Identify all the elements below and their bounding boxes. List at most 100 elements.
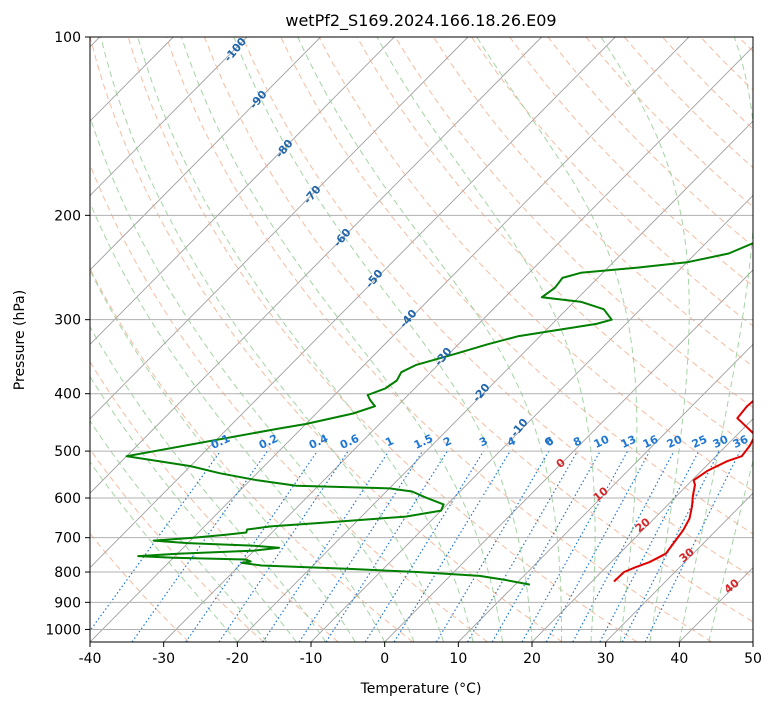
moist-adiabat-label: -40 <box>397 307 420 331</box>
mixing-ratio-label: 8 <box>571 434 583 449</box>
dry-adiabat-line <box>547 37 753 247</box>
dry-adiabat-line <box>165 37 712 642</box>
moist-adiabat-line <box>90 201 386 642</box>
dry-adiabat-line <box>623 37 753 169</box>
moist-adiabat-line <box>100 37 445 642</box>
mixing-ratio-label: 1 <box>383 434 395 449</box>
x-tick-label: 10 <box>449 651 467 667</box>
isotherm-line <box>531 418 753 642</box>
mixing-ratio-line <box>545 450 651 642</box>
mixing-ratio-line <box>599 450 700 642</box>
isotherm-line <box>605 492 753 642</box>
moist-adiabat-line <box>376 37 596 642</box>
mixing-ratio-label: 0.6 <box>338 432 361 452</box>
moist-adiabat-line <box>90 461 238 642</box>
dry-adiabat-line <box>432 37 753 368</box>
tick-marks: -40 -30 -20 -10 0 10 20 30 40 50 100 200 300 400 500 60… <box>45 30 762 667</box>
dewpoint-profile-line <box>125 242 753 586</box>
mixing-ratio-label: 30 <box>711 433 731 451</box>
dry-adiabat-line <box>242 37 753 579</box>
plot-frame <box>89 36 754 643</box>
x-tick-label: 50 <box>744 651 762 667</box>
mixing-ratio-label: 0.2 <box>257 432 280 452</box>
moist-adiabat-line <box>90 115 415 642</box>
dry-adiabat-line <box>661 37 753 130</box>
x-tick-label: -40 <box>79 651 102 667</box>
moist-adiabat-line <box>600 37 690 642</box>
y-tick-label: 100 <box>54 30 81 46</box>
dry-adiabat-line <box>356 37 753 450</box>
isotherm-line <box>90 37 248 197</box>
moist-adiabat-line <box>233 37 533 642</box>
moist-adiabat-label: -30 <box>432 345 455 369</box>
mixing-ratio-label: 2 <box>441 434 453 449</box>
mixing-ratio-label: 1.5 <box>412 432 435 452</box>
mixing-ratio-line <box>298 450 424 642</box>
x-tick-label: 0 <box>380 651 389 667</box>
isotherm-line <box>90 37 395 345</box>
mixing-ratio-label: 0.1 <box>209 432 232 452</box>
y-tick-label: 900 <box>54 595 81 611</box>
mixing-ratio-label: 10 <box>592 433 612 451</box>
y-tick-label: 700 <box>54 531 81 547</box>
mixing-ratio-label: 16 <box>641 433 661 451</box>
isotherm-line <box>90 37 616 569</box>
mixing-ratio-label: 13 <box>619 433 638 451</box>
isotherm-line <box>458 343 753 642</box>
x-tick-label: -20 <box>226 651 249 667</box>
x-tick-label: 20 <box>523 651 541 667</box>
mixing-ratio-line <box>521 450 629 642</box>
dry-adiabat-line <box>127 37 638 642</box>
dry-adiabat-label: 30 <box>677 545 697 565</box>
isotherm-line <box>237 120 753 642</box>
moist-adiabat-line <box>297 37 562 642</box>
mixing-ratio-line <box>491 450 601 642</box>
moist-adiabat-line <box>180 37 503 642</box>
moist-adiabat-line <box>708 458 753 642</box>
moist-adiabat-line <box>476 37 638 642</box>
mixing-ratio-label: 20 <box>665 433 685 451</box>
isotherm-line <box>752 641 753 642</box>
x-tick-label: -30 <box>152 651 175 667</box>
moist-adiabat-line <box>90 325 327 642</box>
dry-adiabat-line <box>90 37 563 642</box>
y-tick-label: 300 <box>54 313 81 329</box>
dry-adiabat-label: 20 <box>633 515 653 535</box>
isotherm-line <box>310 194 753 642</box>
moist-adiabat-line <box>90 420 268 642</box>
dry-adiabat-line <box>90 163 488 642</box>
dry-adiabat-line <box>280 37 753 535</box>
x-tick-label: -10 <box>300 651 323 667</box>
isotherm-line <box>90 37 321 271</box>
y-tick-label: 1000 <box>45 622 81 638</box>
x-tick-label: 40 <box>670 651 688 667</box>
temperature-profile-line <box>613 399 753 583</box>
y-tick-label: 200 <box>54 208 81 224</box>
mixing-ratio-line <box>435 450 550 642</box>
mixing-ratio-label: 25 <box>690 433 709 451</box>
dry-adiabat-line <box>203 37 753 623</box>
isotherm-line <box>163 46 753 642</box>
x-axis-label: Temperature (°C) <box>360 681 482 697</box>
moist-adiabat-label: -20 <box>470 381 493 405</box>
mixing-ratio-line <box>325 450 448 642</box>
dry-adiabat-line <box>394 37 753 409</box>
y-tick-label: 800 <box>54 565 81 581</box>
dry-adiabat-line <box>90 267 414 642</box>
dry-adiabat-label: 40 <box>722 576 742 596</box>
dry-adiabat-line <box>471 37 753 327</box>
y-axis-label: Pressure (hPa) <box>12 290 28 390</box>
mixing-ratio-line <box>393 450 511 642</box>
grid <box>90 37 753 630</box>
mixing-ratio-label: 36 <box>731 433 751 451</box>
mixing-ratio-line <box>131 450 268 642</box>
chart-title: wetPf2_S169.2024.166.18.26.E09 <box>285 11 556 31</box>
isotherm-line <box>90 37 469 420</box>
y-tick-label: 600 <box>54 491 81 507</box>
mixing-ratio-line <box>572 450 675 642</box>
x-tick-label: 30 <box>597 651 615 667</box>
dry-adiabat-line <box>90 360 339 642</box>
y-tick-label: 400 <box>54 387 81 403</box>
isotherm-line <box>90 37 690 642</box>
